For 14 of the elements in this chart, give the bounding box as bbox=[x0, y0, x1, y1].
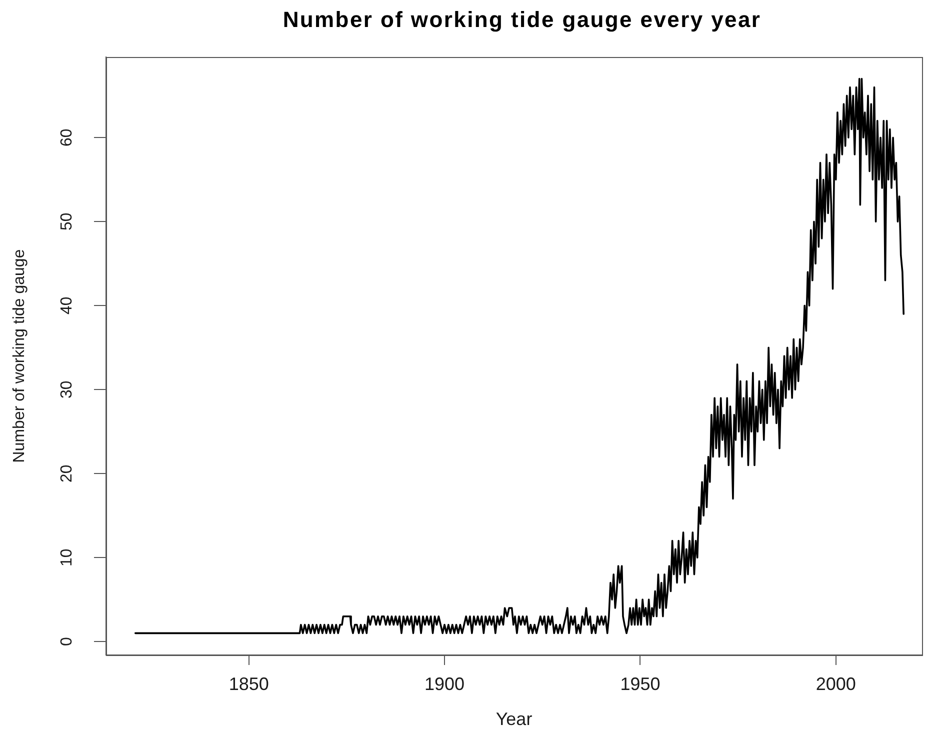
y-tick-label: 40 bbox=[58, 296, 76, 315]
x-tick-label: 1950 bbox=[620, 674, 660, 694]
y-tick-label: 20 bbox=[58, 464, 76, 482]
y-tick-label: 10 bbox=[58, 548, 76, 566]
x-tick-label: 2000 bbox=[816, 674, 856, 694]
y-tick-label: 0 bbox=[58, 637, 76, 646]
x-tick-label: 1900 bbox=[424, 674, 465, 694]
chart-title: Number of working tide gauge every year bbox=[282, 7, 762, 32]
x-axis-title: Year bbox=[496, 709, 532, 730]
y-tick-label: 50 bbox=[58, 212, 76, 231]
y-axis-title: Number of working tide gauge bbox=[11, 249, 28, 463]
y-tick-label: 60 bbox=[58, 128, 76, 147]
x-tick-label: 1850 bbox=[228, 674, 269, 694]
y-tick-label: 30 bbox=[58, 380, 76, 398]
